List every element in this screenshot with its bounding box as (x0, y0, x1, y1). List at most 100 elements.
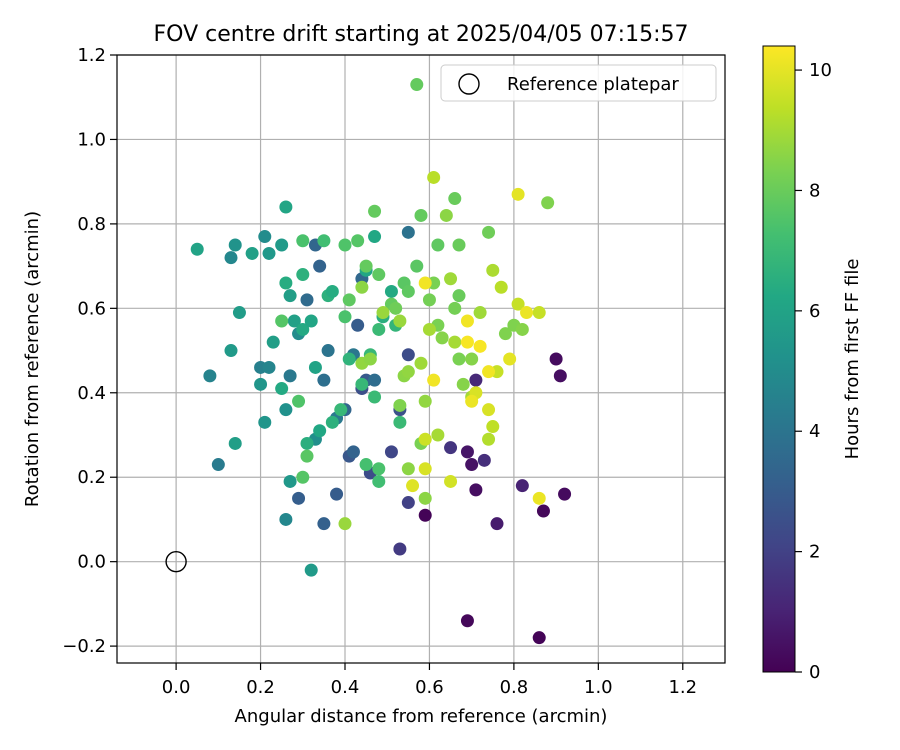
data-point (296, 268, 310, 282)
data-point (427, 170, 441, 184)
data-point (321, 344, 335, 358)
data-point (418, 394, 432, 408)
data-point (482, 365, 496, 379)
data-point (393, 314, 407, 328)
data-point (465, 458, 479, 472)
data-points (165, 78, 572, 645)
data-point (401, 348, 415, 362)
data-point (486, 420, 500, 434)
data-point (368, 204, 382, 218)
data-point (300, 436, 314, 450)
data-point (532, 306, 546, 320)
data-point (283, 289, 297, 303)
x-tick-label: 1.2 (668, 677, 697, 698)
data-point (351, 234, 365, 248)
data-point (418, 462, 432, 476)
data-point (203, 369, 217, 383)
data-point (372, 462, 386, 476)
data-point (520, 306, 534, 320)
x-axis-ticks: 0.0 0.2 0.4 0.6 0.8 1.0 1.2 (162, 663, 697, 698)
data-point (418, 508, 432, 522)
data-point (401, 365, 415, 379)
data-point (254, 377, 268, 391)
data-point (359, 458, 373, 472)
data-point (325, 415, 339, 429)
data-point (228, 238, 242, 252)
data-point (469, 373, 483, 387)
data-point (536, 504, 550, 518)
data-point (418, 432, 432, 446)
data-point (511, 187, 525, 201)
data-point (368, 373, 382, 387)
reference-platepar-marker (165, 550, 187, 573)
data-point (292, 394, 306, 408)
data-point (393, 415, 407, 429)
data-point (258, 230, 272, 244)
data-point (448, 301, 462, 315)
data-point (486, 263, 500, 277)
colorbar-label: Hours from first FF file (842, 259, 863, 460)
data-point (275, 238, 289, 252)
data-point (414, 208, 428, 222)
data-point (448, 192, 462, 206)
data-point (351, 318, 365, 332)
data-point (258, 415, 272, 429)
y-tick-label: 0.2 (77, 467, 106, 488)
legend-reference-marker (458, 73, 480, 95)
data-point (418, 276, 432, 290)
data-point (401, 496, 415, 510)
data-point (456, 377, 470, 391)
data-point (368, 390, 382, 404)
data-point (389, 301, 403, 315)
data-point (452, 352, 466, 366)
colorbar-tick-label: 4 (809, 421, 820, 442)
data-point (460, 314, 474, 328)
colorbar-tick-label: 2 (809, 542, 820, 563)
data-point (401, 225, 415, 239)
data-point (435, 331, 449, 345)
plot-area-frame (116, 54, 726, 664)
data-point (245, 246, 259, 260)
data-point (275, 314, 289, 328)
data-point (372, 268, 386, 282)
data-point (482, 432, 496, 446)
data-point (401, 462, 415, 476)
x-tick-label: 0.0 (162, 677, 191, 698)
y-tick-label: 0.8 (77, 214, 106, 235)
data-point (427, 373, 441, 387)
data-point (211, 458, 225, 472)
data-point (313, 424, 327, 438)
data-point (262, 360, 276, 374)
y-tick-label: −0.2 (62, 636, 106, 657)
data-point (228, 436, 242, 450)
data-point (224, 251, 238, 265)
data-point (515, 479, 529, 493)
data-point (406, 479, 420, 493)
data-point (300, 449, 314, 463)
x-axis-label: Angular distance from reference (arcmin) (235, 706, 608, 727)
data-point (431, 238, 445, 252)
y-axis-label: Rotation from reference (arcmin) (22, 211, 43, 507)
legend-entry-reference: Reference platepar (507, 74, 679, 95)
data-point (275, 382, 289, 396)
data-point (439, 208, 453, 222)
data-point (532, 491, 546, 505)
data-point (313, 259, 327, 273)
data-point (317, 517, 331, 531)
data-point (422, 322, 436, 336)
data-point (465, 394, 479, 408)
data-point (346, 445, 360, 459)
legend-box (440, 64, 717, 102)
data-point (262, 246, 276, 260)
data-point (473, 339, 487, 353)
data-point (363, 352, 377, 366)
data-point (296, 470, 310, 484)
data-point (473, 306, 487, 320)
x-tick-label: 0.4 (331, 677, 360, 698)
data-point (232, 306, 246, 320)
x-tick-label: 0.2 (246, 677, 275, 698)
data-point (460, 445, 474, 459)
data-point (541, 196, 555, 210)
data-point (342, 293, 356, 307)
